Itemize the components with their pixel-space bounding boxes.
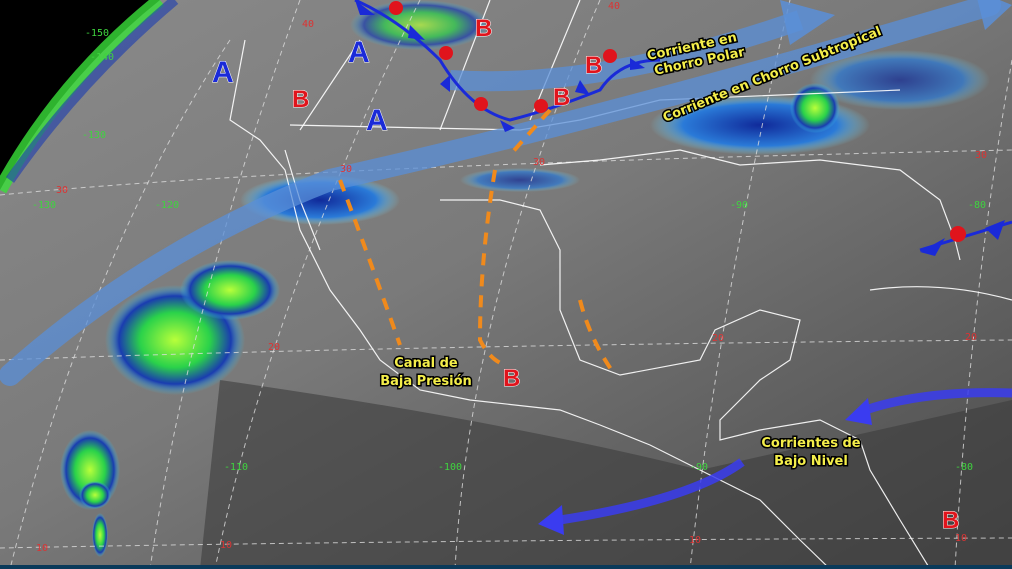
florida-front bbox=[919, 220, 1012, 256]
low-pressure-label: B bbox=[553, 84, 570, 111]
lon-label: -90 bbox=[690, 462, 708, 473]
trough-label-line1: Canal de bbox=[394, 356, 458, 371]
subtropical-jet-stream bbox=[0, 0, 1012, 386]
lon-label: -120 bbox=[155, 200, 179, 211]
lat-label: 40 bbox=[302, 19, 314, 30]
lon-label: -140 bbox=[90, 52, 114, 63]
lon-label: -100 bbox=[438, 462, 462, 473]
low-level-flow-arrows bbox=[538, 388, 1012, 535]
lat-label: 10 bbox=[220, 540, 232, 551]
low-pressure-label: B bbox=[475, 15, 492, 42]
bottom-bar bbox=[0, 565, 1012, 569]
lat-label: 10 bbox=[955, 533, 967, 544]
lat-label: 30 bbox=[533, 157, 545, 168]
lon-label: -80 bbox=[968, 200, 986, 211]
lon-label: -150 bbox=[85, 28, 109, 39]
high-pressure-label: A bbox=[348, 36, 370, 69]
lon-label: -80 bbox=[955, 462, 973, 473]
lat-label: 40 bbox=[608, 1, 620, 12]
high-pressure-label: A bbox=[212, 56, 234, 89]
lon-label: -130 bbox=[32, 200, 56, 211]
latitude-labels: 40 40 30 30 30 30 20 20 20 10 10 10 10 bbox=[36, 1, 987, 554]
limb-clouds bbox=[0, 0, 165, 194]
ocean-dark bbox=[200, 380, 1012, 569]
lat-label: 10 bbox=[36, 543, 48, 554]
lat-label: 10 bbox=[689, 535, 701, 546]
lat-label: 20 bbox=[268, 342, 280, 353]
lon-label: -90 bbox=[730, 200, 748, 211]
lat-label: 20 bbox=[965, 332, 977, 343]
low-pressure-label: B bbox=[942, 507, 959, 534]
trough-lines bbox=[338, 108, 617, 377]
low-pressure-label: B bbox=[503, 365, 520, 392]
pressure-centers: A A A B B B B B B bbox=[212, 15, 960, 535]
lon-label: -110 bbox=[224, 462, 248, 473]
high-pressure-label: A bbox=[366, 104, 388, 137]
lat-label: 30 bbox=[56, 185, 68, 196]
low-pressure-label: B bbox=[585, 52, 602, 79]
lon-label: -130 bbox=[82, 130, 106, 141]
low-pressure-label: B bbox=[292, 86, 309, 113]
longitude-labels: -150 -140 -130 -130 -120 -110 -100 -90 -… bbox=[32, 28, 986, 473]
cold-front bbox=[354, 0, 661, 132]
low-level-label-line2: Bajo Nivel bbox=[774, 454, 848, 469]
polar-jet-stream bbox=[449, 0, 835, 92]
cloud-cover bbox=[60, 0, 990, 557]
low-level-label-line1: Corrientes de bbox=[761, 436, 860, 451]
lat-label: 20 bbox=[712, 333, 724, 344]
lat-label: 30 bbox=[340, 164, 352, 175]
lat-label: 30 bbox=[975, 150, 987, 161]
space-region bbox=[0, 0, 160, 190]
trough-label-line2: Baja Presión bbox=[380, 374, 472, 389]
